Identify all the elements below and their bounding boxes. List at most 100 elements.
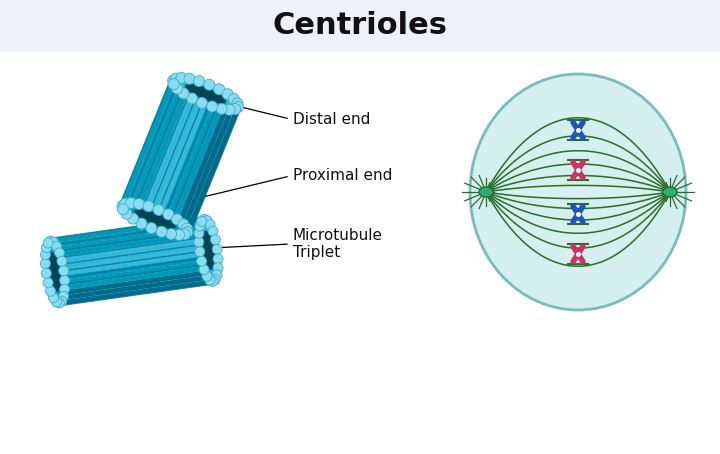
Ellipse shape <box>135 209 176 229</box>
Circle shape <box>212 270 222 280</box>
Circle shape <box>60 276 70 286</box>
Circle shape <box>222 89 233 100</box>
Polygon shape <box>160 96 215 223</box>
Circle shape <box>232 98 243 109</box>
Circle shape <box>57 296 67 306</box>
Polygon shape <box>55 255 210 281</box>
Circle shape <box>163 209 174 220</box>
Polygon shape <box>52 227 206 253</box>
Circle shape <box>45 286 55 296</box>
Circle shape <box>216 104 227 114</box>
Ellipse shape <box>120 202 191 236</box>
Circle shape <box>171 73 181 84</box>
Circle shape <box>125 197 136 208</box>
Circle shape <box>54 298 64 308</box>
Polygon shape <box>145 90 201 217</box>
Circle shape <box>233 101 243 113</box>
Circle shape <box>45 236 55 246</box>
Ellipse shape <box>185 84 226 104</box>
Ellipse shape <box>202 231 215 270</box>
Bar <box>0 0 720 52</box>
Circle shape <box>199 265 209 275</box>
Circle shape <box>40 250 50 260</box>
Circle shape <box>121 208 132 219</box>
Circle shape <box>178 219 189 230</box>
Polygon shape <box>120 79 176 207</box>
Polygon shape <box>56 260 210 286</box>
Polygon shape <box>175 102 230 229</box>
Circle shape <box>195 221 205 231</box>
Text: Microtubule
Triplet: Microtubule Triplet <box>293 228 383 260</box>
Circle shape <box>51 297 61 307</box>
Circle shape <box>202 216 212 226</box>
Circle shape <box>197 217 207 227</box>
Circle shape <box>197 98 207 109</box>
Circle shape <box>171 83 183 94</box>
Polygon shape <box>140 88 196 215</box>
Circle shape <box>40 259 50 269</box>
Circle shape <box>210 235 220 245</box>
Polygon shape <box>135 86 191 213</box>
Circle shape <box>117 204 129 215</box>
Circle shape <box>208 276 218 286</box>
Ellipse shape <box>470 74 686 310</box>
Circle shape <box>186 93 197 104</box>
Circle shape <box>120 198 131 209</box>
Text: Distal end: Distal end <box>293 112 370 127</box>
Circle shape <box>204 79 215 90</box>
Circle shape <box>41 242 51 253</box>
Circle shape <box>60 284 70 294</box>
Circle shape <box>133 198 145 209</box>
Circle shape <box>171 214 182 225</box>
Circle shape <box>224 104 235 115</box>
Text: Centrioles: Centrioles <box>272 11 448 40</box>
Circle shape <box>199 214 209 224</box>
Ellipse shape <box>479 187 493 197</box>
Circle shape <box>48 237 58 247</box>
Circle shape <box>214 84 225 95</box>
Polygon shape <box>58 270 212 296</box>
Polygon shape <box>150 92 206 219</box>
Circle shape <box>181 223 192 234</box>
Circle shape <box>179 229 190 240</box>
Polygon shape <box>59 279 213 306</box>
Circle shape <box>205 220 215 230</box>
Polygon shape <box>58 275 212 301</box>
Circle shape <box>55 248 65 258</box>
Polygon shape <box>53 231 207 257</box>
Circle shape <box>208 226 218 236</box>
Circle shape <box>156 226 167 237</box>
Polygon shape <box>180 104 235 231</box>
Circle shape <box>176 72 187 84</box>
Circle shape <box>197 256 207 266</box>
Circle shape <box>117 200 128 212</box>
Text: Proximal end: Proximal end <box>293 168 392 183</box>
Circle shape <box>207 101 217 112</box>
Ellipse shape <box>49 252 61 291</box>
Circle shape <box>230 104 240 114</box>
Polygon shape <box>50 217 204 243</box>
Circle shape <box>136 218 147 229</box>
Circle shape <box>43 238 53 248</box>
Polygon shape <box>185 106 240 233</box>
Circle shape <box>52 241 62 251</box>
Circle shape <box>146 222 157 233</box>
Circle shape <box>143 201 154 212</box>
Polygon shape <box>51 222 205 248</box>
Circle shape <box>43 278 53 288</box>
Polygon shape <box>165 98 220 225</box>
Circle shape <box>166 228 176 240</box>
Circle shape <box>205 275 215 285</box>
Circle shape <box>194 237 204 247</box>
Polygon shape <box>130 84 186 211</box>
Polygon shape <box>55 251 210 277</box>
Ellipse shape <box>198 217 219 284</box>
Circle shape <box>58 291 68 301</box>
Circle shape <box>48 293 58 303</box>
Polygon shape <box>53 236 207 262</box>
Polygon shape <box>54 241 208 267</box>
Circle shape <box>178 88 189 99</box>
Circle shape <box>174 229 184 241</box>
Circle shape <box>58 266 68 276</box>
Circle shape <box>168 75 179 86</box>
